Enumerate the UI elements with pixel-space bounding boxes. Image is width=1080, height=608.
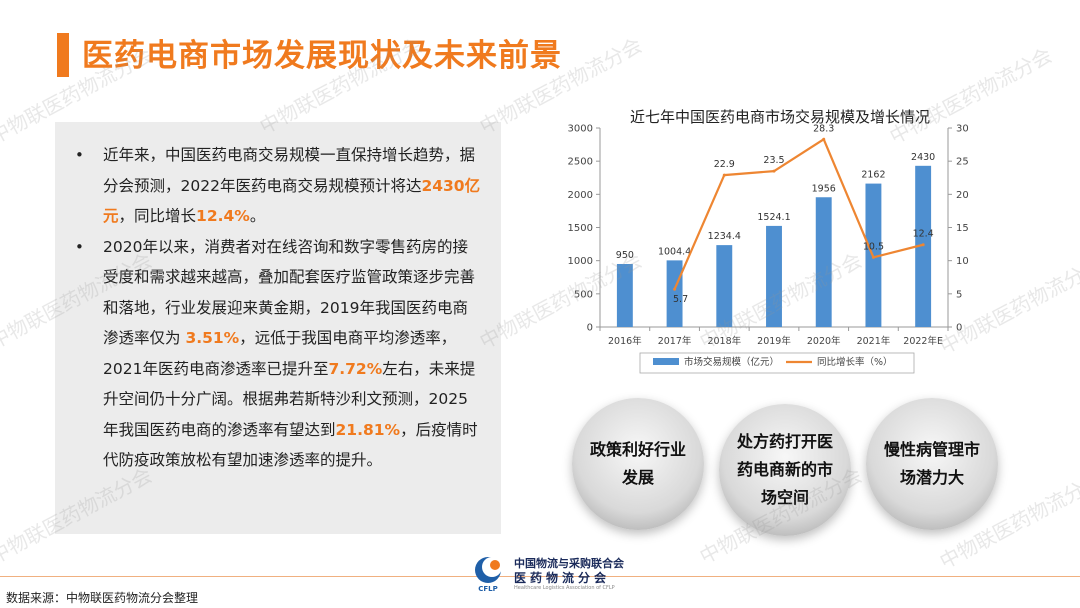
circle-label: 处方药打开医药电商新的市场空间 [736, 432, 833, 507]
bullet-text: 。 [249, 207, 266, 225]
line-point [673, 287, 677, 291]
highlight-value: 3.51% [185, 329, 240, 347]
line-value-label: 12.4 [913, 229, 934, 240]
y-tick-label-right: 5 [956, 289, 962, 300]
bullet-growth: • 近年来，中国医药电商交易规模一直保持增长趋势，据分会预测，2022年医药电商… [73, 140, 483, 232]
x-tick-label: 2022年E [903, 335, 943, 347]
bullet-text: 2020年以来，消费者对在线咨询和数字零售药房的接受度和需求越来越高，叠加配套医… [103, 237, 476, 348]
x-tick-label: 2016年 [608, 335, 642, 347]
circle-prescription: 处方药打开医药电商新的市场空间 [719, 404, 851, 536]
bar [716, 245, 733, 327]
circle-label: 慢性病管理市场潜力大 [883, 440, 980, 487]
bar-value-label: 2162 [861, 170, 885, 181]
line-value-label: 23.5 [763, 155, 784, 166]
bullet-text: 近年来，中国医药电商交易规模一直保持增长趋势，据分会预测，2022年医药电商交易… [103, 146, 476, 195]
bar-value-label: 1234.4 [708, 231, 741, 242]
logo-text: CFLP [478, 585, 498, 593]
x-tick-label: 2017年 [658, 335, 692, 347]
y-tick-label-right: 0 [956, 323, 962, 334]
bullet-text: ，后疫情时代防疫政策放松有望加速渗透率的提升。 [103, 420, 478, 470]
y-tick-label-left: 500 [574, 289, 593, 300]
line-point [921, 243, 925, 247]
cflp-logo-icon: CFLP [475, 557, 502, 593]
x-tick-label: 2021年 [857, 335, 891, 347]
y-tick-label-left: 1000 [568, 256, 593, 267]
x-tick-label: 2018年 [707, 335, 741, 347]
bar [915, 165, 932, 327]
legend-label-bar: 市场交易规模（亿元） [684, 356, 779, 368]
y-tick-label-left: 3000 [568, 124, 593, 135]
bar-value-label: 950 [616, 250, 634, 261]
growth-line [673, 137, 924, 290]
legend-box [639, 352, 915, 374]
y-tick-label-left: 2000 [568, 190, 593, 201]
x-tick-label: 2019年 [757, 335, 791, 347]
title-accent-bar [57, 33, 69, 77]
circle-label: 政策利好行业发展 [589, 440, 686, 487]
y-tick-label-left: 1500 [568, 223, 593, 234]
legend-swatch-bar [653, 358, 679, 365]
line-point [822, 137, 826, 141]
y-tick-label-right: 15 [956, 223, 969, 234]
circle-policy: 政策利好行业发展 [572, 398, 704, 530]
combo-chart: 0 500 1000 1500 2000 2500 3000 0 5 10 15 20 25 30 2016… [568, 123, 969, 374]
line-value-label: 22.9 [714, 159, 735, 170]
bullet-text: 左右，未来提升空间仍十分广阔。根据弗若斯特沙利文预测，2025年我国医药电商的渗… [103, 359, 476, 439]
y-tick-label-right: 20 [956, 190, 969, 201]
bar [616, 263, 633, 327]
legend-label-line: 同比增长率（%） [817, 356, 893, 368]
line-point [772, 169, 776, 173]
y-tick-label-right: 25 [956, 157, 969, 168]
line-value-label: 28.3 [813, 123, 834, 134]
highlight-value: 21.81% [335, 420, 401, 439]
y-tick-label-right: 10 [956, 256, 969, 267]
org-name-1: 中国物流与采购联合会 [514, 557, 624, 570]
highlight-value: 7.72% [328, 359, 383, 378]
bar [666, 260, 683, 327]
line-point [871, 255, 875, 259]
bar [766, 225, 782, 327]
bullet-text: ，同比增长 [118, 207, 197, 225]
y-tick-label-right: 30 [956, 124, 969, 135]
y-tick-label-left: 0 [587, 323, 593, 334]
bar-value-label: 1524.1 [757, 212, 790, 223]
y-tick-label-left: 2500 [568, 157, 593, 168]
highlight-value: 12.4% [196, 207, 250, 225]
data-source: 数据来源：中物联医药物流分会整理 [6, 591, 199, 605]
bar-value-label: 1956 [812, 183, 836, 194]
line-point [722, 173, 726, 177]
x-tick-label: 2020年 [807, 335, 841, 347]
circle-chronic: 慢性病管理市场潜力大 [866, 398, 998, 530]
bar-value-label: 1004.4 [658, 246, 691, 257]
chart-title: 近七年中国医药电商市场交易规模及增长情况 [629, 108, 930, 126]
bar-value-label: 2430 [911, 152, 935, 163]
bullet-penetration: • 2020年以来，消费者对在线咨询和数字零售药房的接受度和需求越来越高，叠加配… [73, 232, 483, 476]
line-value-label: 5.7 [673, 294, 688, 305]
text-panel: • 近年来，中国医药电商交易规模一直保持增长趋势，据分会预测，2022年医药电商… [55, 122, 501, 534]
org-name-2: 医药物流分会 [514, 571, 611, 585]
org-name-en: Healthcare Logistics Association of CFLP [514, 585, 615, 591]
page-title: 医药电商市场发展现状及未来前景 [82, 38, 562, 74]
bar [815, 197, 832, 327]
highlight-value: 2430亿元 [103, 176, 481, 226]
line-value-label: 10.5 [863, 241, 884, 252]
bullet-text: ，远低于我国电商平均渗透率，2021年医药电商渗透率已提升至 [103, 329, 457, 378]
bullet-dot: • [75, 146, 84, 164]
footer-divider [0, 576, 1080, 577]
bullet-dot: • [75, 237, 84, 256]
